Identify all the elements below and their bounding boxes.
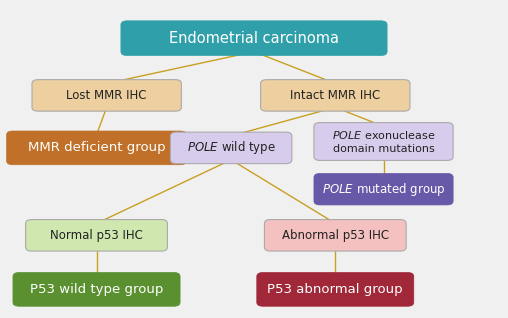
FancyBboxPatch shape bbox=[25, 219, 167, 251]
FancyBboxPatch shape bbox=[32, 80, 181, 111]
Text: $\it{POLE}$ wild type: $\it{POLE}$ wild type bbox=[186, 139, 276, 156]
FancyBboxPatch shape bbox=[261, 80, 410, 111]
FancyBboxPatch shape bbox=[121, 21, 387, 55]
FancyBboxPatch shape bbox=[170, 132, 292, 163]
FancyBboxPatch shape bbox=[314, 173, 453, 205]
FancyBboxPatch shape bbox=[13, 273, 180, 306]
Text: $\it{POLE}$ exonuclease
domain mutations: $\it{POLE}$ exonuclease domain mutations bbox=[332, 129, 435, 154]
Text: Lost MMR IHC: Lost MMR IHC bbox=[67, 89, 147, 102]
Text: Endometrial carcinoma: Endometrial carcinoma bbox=[169, 31, 339, 46]
Text: Normal p53 IHC: Normal p53 IHC bbox=[50, 229, 143, 242]
Text: P53 abnormal group: P53 abnormal group bbox=[268, 283, 403, 296]
FancyBboxPatch shape bbox=[314, 122, 453, 160]
Text: Intact MMR IHC: Intact MMR IHC bbox=[290, 89, 380, 102]
FancyBboxPatch shape bbox=[264, 219, 406, 251]
Text: MMR deficient group: MMR deficient group bbox=[28, 142, 165, 154]
FancyBboxPatch shape bbox=[257, 273, 414, 306]
FancyBboxPatch shape bbox=[7, 131, 186, 165]
Text: $\it{POLE}$ mutated group: $\it{POLE}$ mutated group bbox=[322, 181, 446, 198]
Text: Abnormal p53 IHC: Abnormal p53 IHC bbox=[282, 229, 389, 242]
Text: P53 wild type group: P53 wild type group bbox=[30, 283, 163, 296]
